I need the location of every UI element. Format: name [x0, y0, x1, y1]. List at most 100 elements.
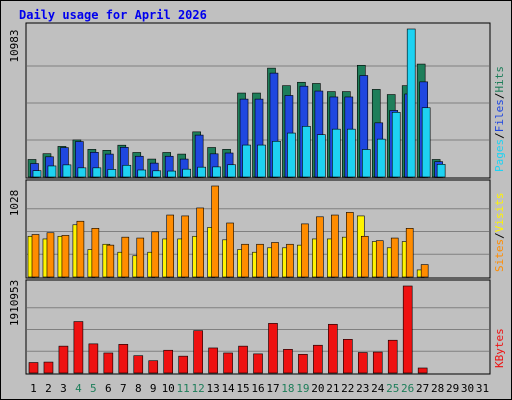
bar-kbytes-day-12: [193, 330, 203, 374]
bar-sites-day-17: [271, 242, 279, 278]
day-label-27: 27: [416, 382, 429, 395]
day-label-16: 16: [251, 382, 264, 395]
panel-1-series-label: Pages/Files/Hits: [493, 66, 506, 172]
bar-kbytes-day-13: [208, 347, 218, 374]
bar-sites-day-13: [211, 185, 219, 278]
day-label-4: 4: [75, 382, 82, 395]
day-label-22: 22: [341, 382, 354, 395]
bar-kbytes-day-9: [148, 360, 159, 374]
day-label-17: 17: [266, 382, 279, 395]
bar-kbytes-day-1: [28, 362, 39, 374]
bar-sites-day-15: [241, 243, 249, 278]
bar-sites-day-23: [360, 235, 369, 278]
day-label-23: 23: [356, 382, 369, 395]
bar-kbytes-day-3: [58, 345, 69, 374]
day-label-30: 30: [461, 382, 474, 395]
bar-pages-day-6: [107, 169, 117, 178]
legend-hits: Hits: [493, 66, 506, 93]
day-label-5: 5: [90, 382, 97, 395]
bar-kbytes-day-21: [328, 323, 338, 374]
bar-kbytes-day-14: [223, 352, 233, 374]
bar-sites-day-2: [46, 232, 55, 278]
bar-sites-day-20: [316, 216, 324, 278]
panel-2-series-label: Sites/Visits: [493, 193, 506, 273]
legend-kbytes: KBytes: [493, 328, 506, 368]
bar-sites-day-5: [91, 228, 100, 278]
bar-pages-day-3: [62, 164, 72, 178]
bar-sites-day-11: [181, 215, 189, 278]
bar-pages-day-21: [332, 128, 341, 178]
day-label-11: 11: [177, 382, 190, 395]
bar-sites-day-25: [390, 237, 399, 278]
bar-sites-day-14: [226, 222, 234, 278]
day-label-3: 3: [60, 382, 67, 395]
bar-pages-day-24: [376, 138, 386, 178]
bar-pages-day-17: [272, 140, 281, 178]
day-label-21: 21: [326, 382, 339, 395]
bar-sites-day-4: [76, 220, 85, 278]
chart-title: Daily usage for April 2026: [19, 8, 207, 22]
day-label-8: 8: [135, 382, 142, 395]
bar-sites-day-21: [331, 214, 339, 278]
bar-pages-day-15: [242, 144, 251, 178]
bar-pages-day-25: [391, 112, 401, 178]
bar-pages-day-14: [227, 164, 236, 178]
day-label-24: 24: [371, 382, 385, 395]
legend-visits: Visits: [493, 193, 506, 233]
bar-pages-day-2: [47, 165, 57, 178]
bar-sites-day-22: [346, 212, 354, 278]
bar-pages-day-7: [122, 164, 132, 178]
bar-kbytes-day-24: [372, 351, 383, 374]
day-label-25: 25: [386, 382, 399, 395]
bar-kbytes-day-6: [103, 352, 114, 374]
day-label-15: 15: [236, 382, 249, 395]
bar-pages-day-23: [361, 149, 371, 178]
legend-sites: Sites: [493, 239, 506, 272]
bar-pages-day-12: [197, 166, 206, 178]
bar-kbytes-day-17: [268, 323, 278, 374]
day-label-28: 28: [431, 382, 444, 395]
panel-3-max-label: 1910953: [8, 280, 21, 326]
panel-2-max-label: 1028: [8, 190, 21, 217]
bar-sites-day-1: [31, 234, 40, 278]
legend-pages: Pages: [493, 139, 506, 172]
bar-pages-day-19: [302, 126, 311, 178]
bar-sites-day-19: [301, 223, 309, 278]
bar-kbytes-day-11: [178, 355, 188, 374]
panel-3-series-label: KBytes: [493, 328, 506, 368]
bar-kbytes-day-19: [298, 354, 308, 374]
panel-3-frame: [25, 279, 491, 375]
panel-1-frame: [25, 22, 491, 179]
bar-kbytes-day-25: [387, 339, 398, 374]
day-label-9: 9: [150, 382, 157, 395]
day-label-20: 20: [311, 382, 324, 395]
bar-sites-day-26: [405, 228, 414, 278]
bar-sites-day-8: [136, 237, 145, 278]
day-label-26: 26: [401, 382, 414, 395]
bar-kbytes-day-18: [283, 349, 293, 374]
bar-kbytes-day-26: [402, 285, 413, 374]
bar-kbytes-day-10: [163, 349, 174, 374]
day-label-2: 2: [45, 382, 52, 395]
bar-kbytes-day-7: [118, 344, 129, 374]
panel-1-max-label: 10983: [8, 29, 21, 62]
day-label-1: 1: [30, 382, 37, 395]
legend-files: Files: [493, 99, 506, 132]
panel-2-frame: [25, 179, 491, 279]
bar-sites-day-10: [166, 214, 175, 278]
bar-kbytes-day-2: [43, 361, 54, 374]
day-label-7: 7: [120, 382, 127, 395]
day-label-6: 6: [105, 382, 112, 395]
bar-pages-day-27: [421, 107, 431, 178]
bar-pages-day-4: [77, 167, 87, 178]
bar-pages-day-11: [182, 168, 191, 178]
bar-pages-day-22: [347, 128, 356, 178]
bar-pages-day-16: [257, 144, 266, 178]
bar-pages-day-10: [167, 170, 177, 178]
bar-pages-day-20: [317, 134, 326, 178]
bar-sites-day-7: [121, 236, 130, 278]
day-label-19: 19: [296, 382, 309, 395]
bar-sites-day-18: [286, 243, 294, 278]
bar-kbytes-day-4: [73, 321, 84, 374]
